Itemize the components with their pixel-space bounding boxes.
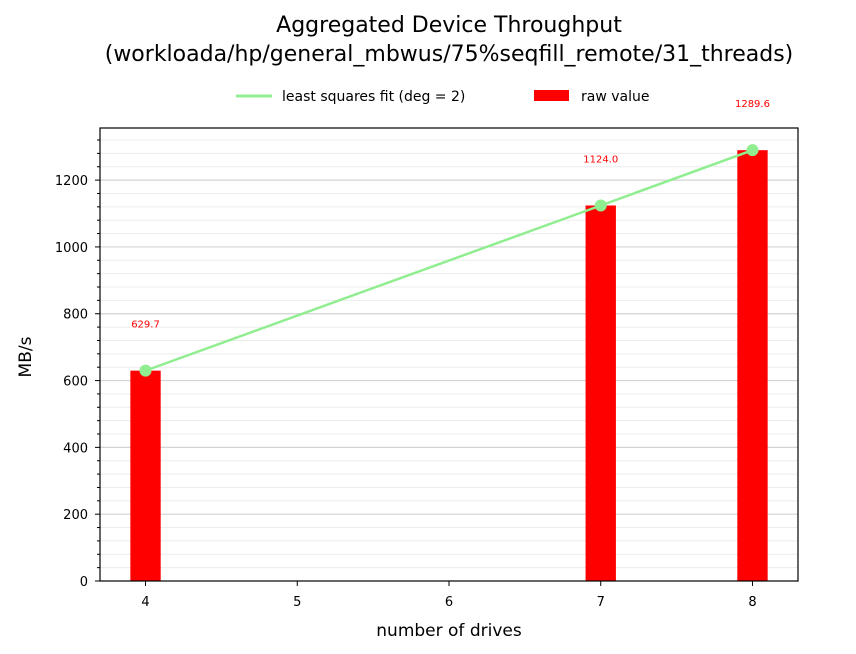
x-tick-label: 5 [293, 595, 301, 610]
bar [130, 370, 161, 581]
y-tick-label: 1200 [55, 174, 88, 189]
chart-title-line2: (workloada/hp/general_mbwus/75%seqfill_r… [105, 42, 794, 67]
legend-bar-label: raw value [581, 89, 649, 105]
x-tick-label: 4 [141, 595, 149, 610]
data-labels: 629.7 1124.0 1289.6 [131, 99, 770, 330]
x-tick-label: 8 [748, 595, 756, 610]
y-tick-label: 600 [63, 375, 88, 390]
legend-bar-swatch [534, 90, 569, 101]
fit-point [594, 199, 607, 212]
fit-point [746, 144, 759, 157]
plot-frame [99, 127, 799, 582]
chart-title-line1: Aggregated Device Throughput [276, 13, 622, 38]
y-axis-label: MB/s [16, 336, 36, 377]
y-tick-label: 1000 [55, 241, 88, 256]
legend-fit-label: least squares fit (deg = 2) [282, 89, 465, 105]
x-tick-label: 6 [445, 595, 453, 610]
bar-value-label: 1289.6 [735, 99, 770, 110]
x-tick-label: 7 [597, 595, 605, 610]
bars [130, 150, 768, 581]
legend: least squares fit (deg = 2) raw value [236, 89, 649, 105]
y-tick-label: 800 [63, 308, 88, 323]
y-axis-ticks: 0 200 400 600 800 1000 1200 [55, 139, 100, 590]
y-tick-label: 0 [80, 575, 88, 590]
grid [100, 139, 798, 569]
x-axis-label: number of drives [376, 621, 522, 641]
bar-value-label: 629.7 [131, 320, 160, 331]
x-axis-ticks: 4 5 6 7 8 [141, 581, 757, 610]
y-tick-label: 400 [63, 441, 88, 456]
bar-value-label: 1124.0 [583, 155, 618, 166]
fit-point [139, 364, 152, 377]
fit-points [139, 144, 759, 377]
y-tick-label: 200 [63, 508, 88, 523]
bar [737, 150, 768, 581]
bar [585, 205, 616, 581]
